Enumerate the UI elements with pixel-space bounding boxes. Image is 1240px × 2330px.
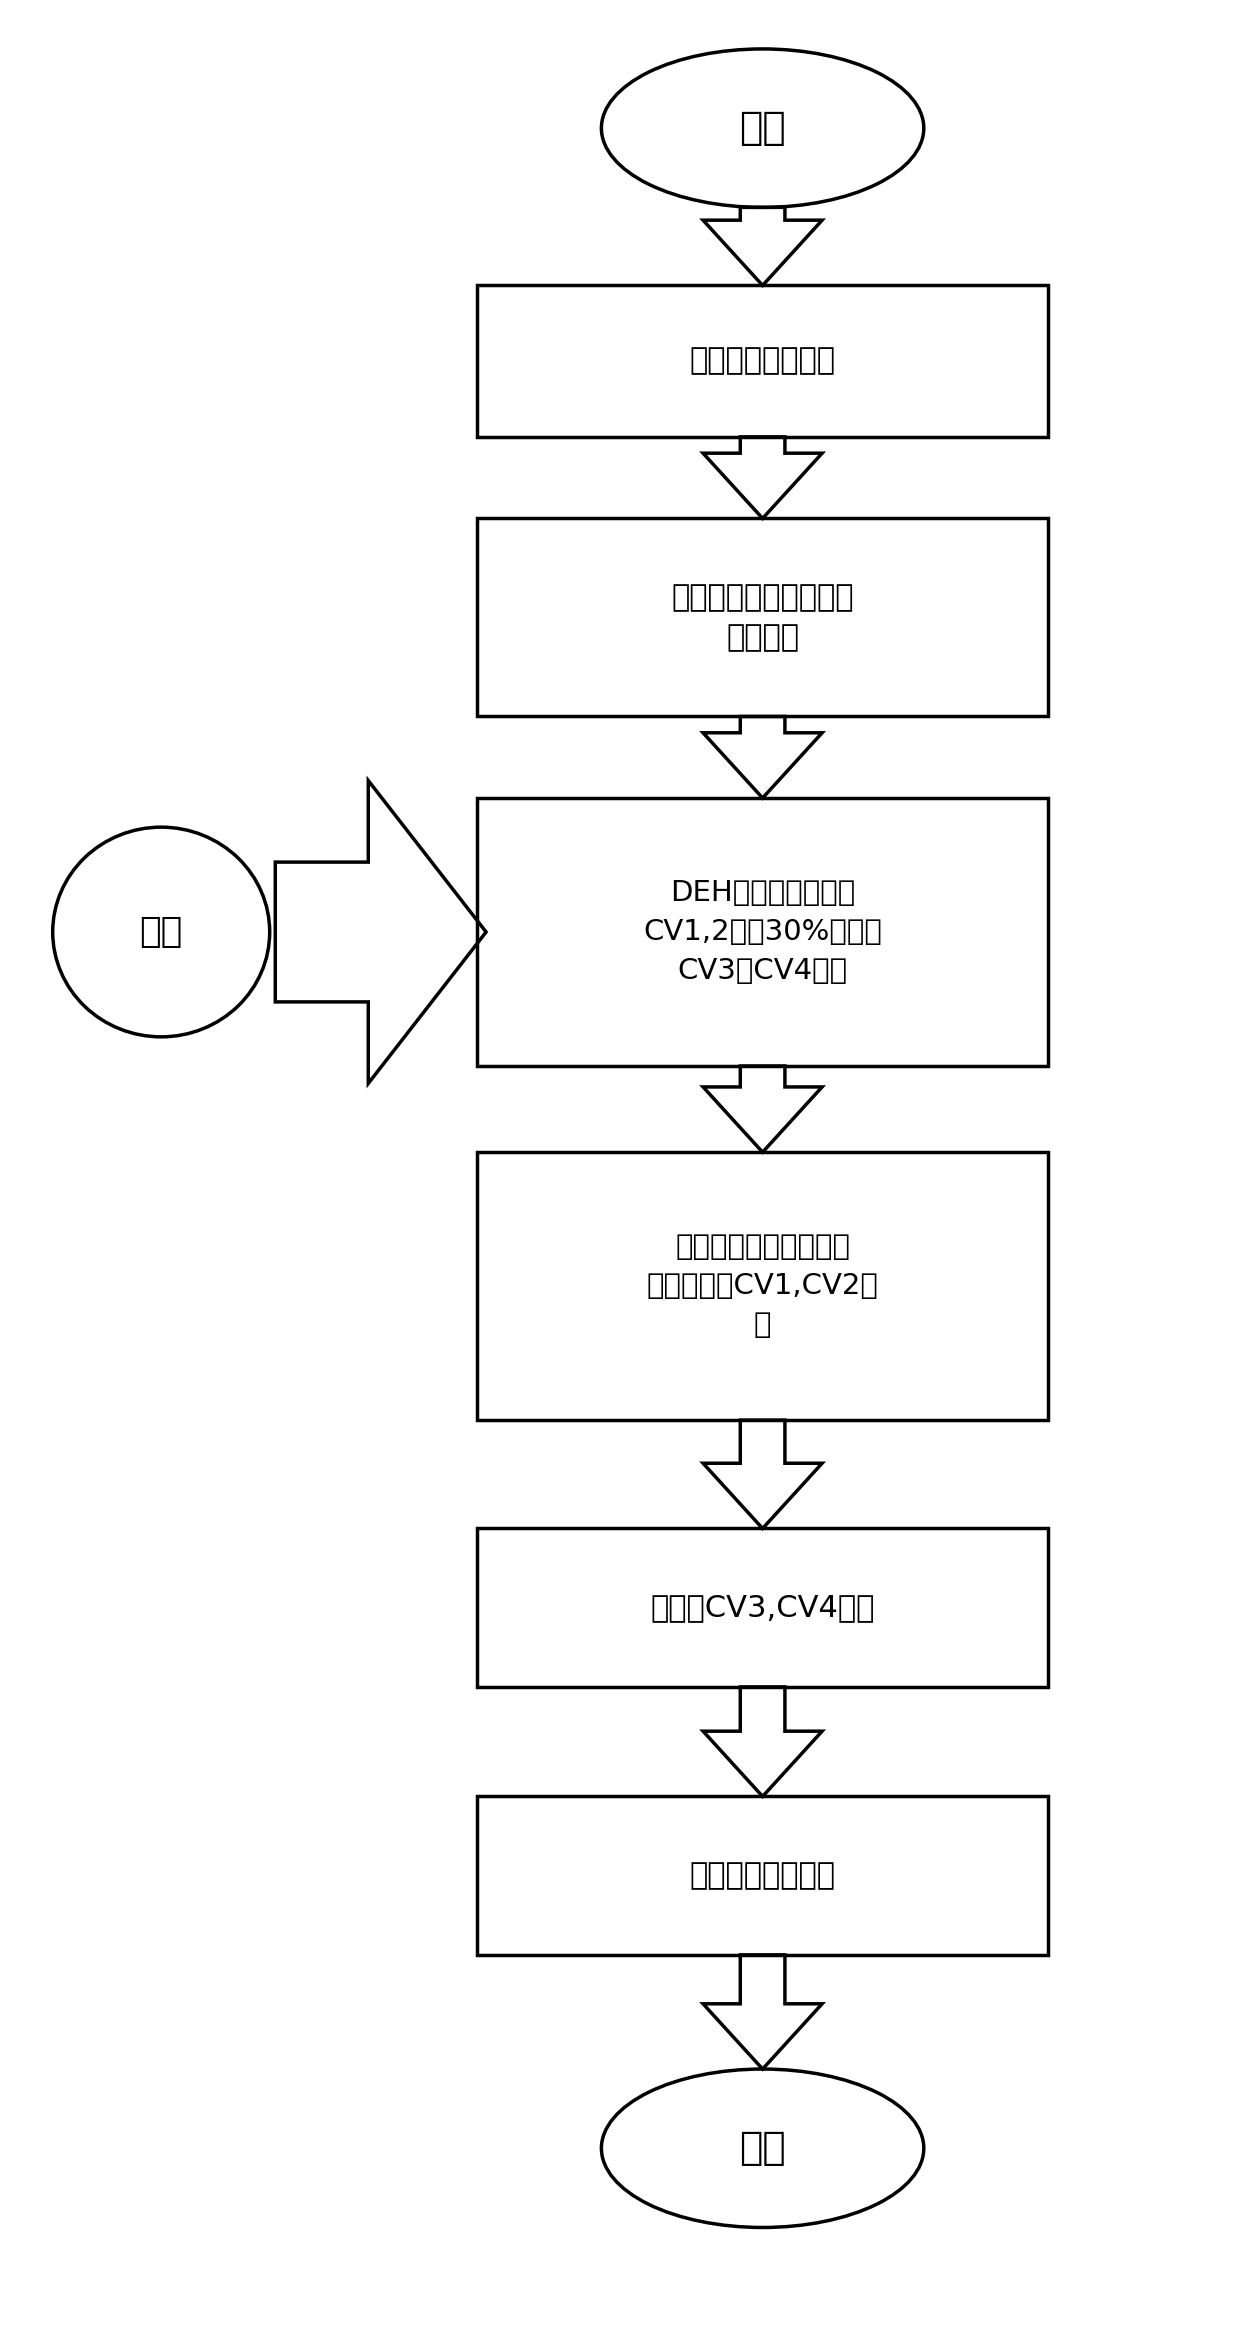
Text: 通过负荷设定逐渐关小
调门，直至CV1,CV2全
开: 通过负荷设定逐渐关小 调门，直至CV1,CV2全 开 [647,1233,878,1340]
Text: 结束: 结束 [739,2130,786,2167]
Bar [477,1153,1048,1421]
Polygon shape [703,1687,822,1796]
Text: DEH通过负荷设定将
CV1,2关至30%左右，
CV3、CV4全关: DEH通过负荷设定将 CV1,2关至30%左右， CV3、CV4全关 [644,878,882,986]
Bar [477,1796,1048,1955]
Polygon shape [703,438,822,520]
Polygon shape [703,207,822,287]
Polygon shape [703,1421,822,1528]
Polygon shape [703,718,822,797]
Text: 导出相关数据记录: 导出相关数据记录 [689,1862,836,1890]
Bar [477,520,1048,718]
Polygon shape [275,781,486,1083]
Bar [477,287,1048,438]
Text: 退出协调、一次调频，
切至单阀: 退出协调、一次调频， 切至单阀 [671,582,854,652]
Polygon shape [703,1955,822,2069]
Bar [477,797,1048,1067]
Text: 建立相关参数趋势: 建立相关参数趋势 [689,347,836,375]
Text: 开始: 开始 [739,110,786,147]
Text: 顺阀: 顺阀 [140,916,182,948]
Bar [477,1528,1048,1687]
Polygon shape [703,1067,822,1153]
Text: 依此使CV3,CV4全开: 依此使CV3,CV4全开 [651,1594,874,1622]
